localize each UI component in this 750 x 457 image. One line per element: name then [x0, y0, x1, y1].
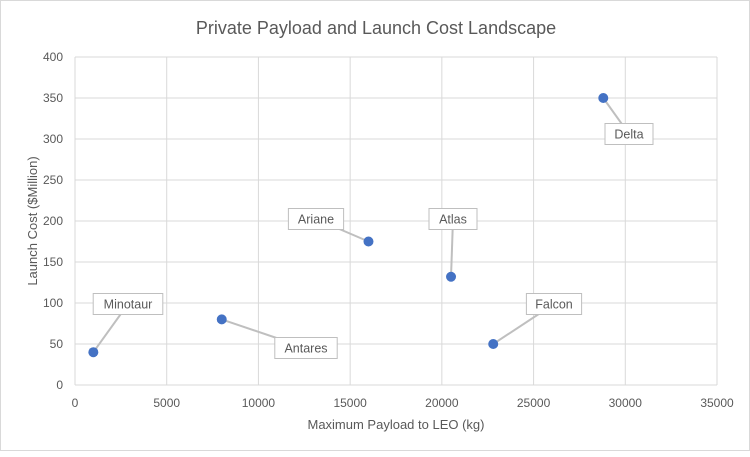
y-axis-label: Launch Cost ($Million) — [25, 156, 40, 285]
y-tick-label: 0 — [56, 378, 63, 392]
data-point-falcon — [488, 339, 499, 349]
x-tick-label: 15000 — [333, 396, 367, 410]
callout-box — [525, 293, 583, 315]
y-tick-label: 250 — [43, 173, 63, 187]
gridlines — [74, 56, 718, 386]
x-tick-label: 0 — [72, 396, 79, 410]
x-tick-label: 30000 — [609, 396, 643, 410]
x-tick-label: 35000 — [700, 396, 734, 410]
callout-box — [428, 208, 478, 230]
data-label-minotaur: Minotaur — [104, 298, 153, 312]
data-labels: Minotaur Antares Ariane Atlas Falcon Delta — [92, 97, 654, 359]
y-tick-label: 100 — [43, 296, 63, 310]
data-label-atlas: Atlas — [439, 213, 467, 227]
data-label-delta: Delta — [614, 128, 643, 142]
tick-labels: 0 5000 10000 15000 20000 25000 30000 35000 0 50 10… — [43, 50, 734, 410]
data-point-delta — [598, 93, 609, 103]
x-tick-label: 20000 — [425, 396, 459, 410]
x-axis-label: Maximum Payload to LEO (kg) — [307, 417, 484, 432]
y-tick-label: 200 — [43, 214, 63, 228]
data-point-atlas — [446, 271, 457, 282]
data-label-antares: Antares — [284, 342, 327, 356]
callout-box — [604, 123, 654, 145]
callout-box — [92, 293, 164, 315]
data-label-falcon: Falcon — [535, 298, 573, 312]
x-tick-label: 25000 — [517, 396, 551, 410]
data-point-antares — [216, 314, 227, 325]
data-points — [88, 93, 609, 358]
x-tick-label: 10000 — [242, 396, 276, 410]
y-tick-label: 150 — [43, 255, 63, 269]
y-tick-label: 350 — [43, 91, 63, 105]
data-point-minotaur — [88, 347, 99, 358]
callout-box — [274, 337, 338, 359]
callout-box — [287, 208, 345, 230]
chart-title: Private Payload and Launch Cost Landscap… — [196, 18, 556, 38]
y-tick-label: 50 — [50, 337, 64, 351]
y-tick-label: 400 — [43, 50, 63, 64]
data-label-ariane: Ariane — [298, 213, 334, 227]
data-point-ariane — [363, 236, 374, 247]
y-tick-label: 300 — [43, 132, 63, 146]
x-tick-label: 5000 — [153, 396, 180, 410]
